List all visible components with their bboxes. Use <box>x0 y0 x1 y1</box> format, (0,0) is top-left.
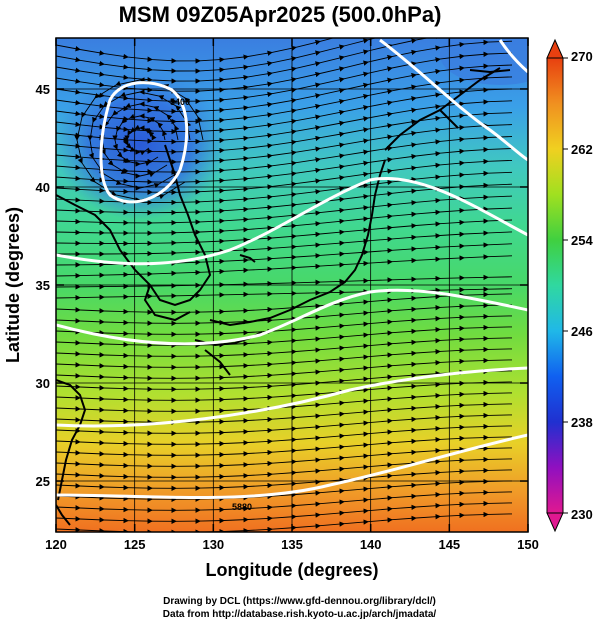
colorbar-label: 270 <box>571 49 593 64</box>
colorbar-bottom-arrow <box>546 512 564 533</box>
x-tick-label: 135 <box>281 537 303 552</box>
colorbar-label: 246 <box>571 324 593 339</box>
colorbar-label: 262 <box>571 142 593 157</box>
y-tick-label: 45 <box>36 82 50 97</box>
colorbar-label: 238 <box>571 415 593 430</box>
axis-ticks: 120 125 130 135 140 145 150 25 30 35 40 45 <box>36 38 539 552</box>
y-tick-label: 40 <box>36 180 50 195</box>
map-title: MSM 09Z05Apr2025 (500.0hPa) <box>118 2 442 27</box>
colorbar-label: 254 <box>571 233 593 248</box>
y-axis-label: Latitude (degrees) <box>3 207 23 363</box>
x-tick-label: 120 <box>45 537 67 552</box>
x-tick-label: 130 <box>202 537 224 552</box>
x-axis-label: Longitude (degrees) <box>205 560 378 580</box>
streamline <box>56 254 513 279</box>
x-tick-label: 125 <box>124 537 146 552</box>
credit-drawing: Drawing by DCL (https://www.gfd-dennou.o… <box>163 596 436 607</box>
colorbar: 270 262 254 246 238 230 <box>546 38 593 533</box>
y-tick-label: 30 <box>36 376 50 391</box>
contour-label: 5880 <box>232 502 252 512</box>
y-tick-label: 35 <box>36 278 50 293</box>
credit-data: Data from http://database.rish.kyoto-u.a… <box>162 609 437 620</box>
x-tick-label: 140 <box>360 537 382 552</box>
y-tick-label: 25 <box>36 474 50 489</box>
streamline <box>74 77 204 203</box>
contour-label: 5400 <box>170 97 190 107</box>
x-tick-label: 145 <box>438 537 460 552</box>
colorbar-scale <box>546 57 564 514</box>
colorbar-label: 230 <box>571 507 593 522</box>
streamlines <box>56 38 513 532</box>
streamline <box>56 274 513 290</box>
contour-lines <box>56 38 528 499</box>
colorbar-top-arrow <box>546 38 564 59</box>
temperature-field <box>56 38 528 532</box>
grid-lines <box>56 38 528 532</box>
x-tick-label: 150 <box>517 537 539 552</box>
